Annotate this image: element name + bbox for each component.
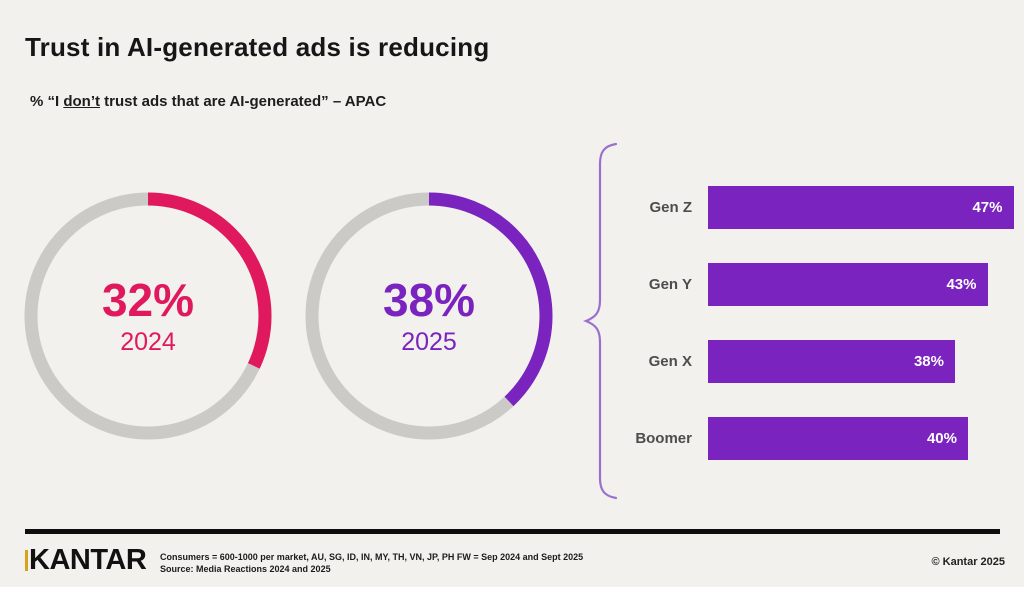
- curly-brace-icon: [583, 142, 618, 500]
- bar-gen-y: 43%: [708, 263, 988, 306]
- donut-2025-svg: [305, 192, 553, 440]
- bar-boomer: 40%: [708, 417, 968, 460]
- page-title: Trust in AI-generated ads is reducing: [25, 32, 490, 62]
- bar-row-boomer: Boomer 40%: [620, 417, 968, 460]
- chart-subtitle: % “I don’t trust ads that are AI-generat…: [30, 93, 386, 110]
- footnote: Consumers = 600-1000 per market, AU, SG,…: [160, 551, 583, 575]
- donut-2025-arc: [305, 192, 553, 440]
- kantar-logo-text: KANTAR: [29, 544, 147, 576]
- donut-2024-value: 32%: [101, 274, 195, 326]
- bar-row-gen-x: Gen X 38%: [620, 340, 955, 383]
- bar-value-boomer: 40%: [926, 430, 957, 447]
- bar-label-gen-y: Gen Y: [648, 276, 692, 293]
- footer-divider: [25, 529, 1000, 534]
- donut-chart-2025: 38% 2025: [304, 191, 554, 441]
- bar-row-gen-z: Gen Z 47%: [620, 186, 1014, 229]
- kantar-logo-gold-bar: [25, 550, 28, 571]
- donut-2025-value: 38%: [382, 274, 476, 326]
- bar-value-gen-x: 38%: [913, 353, 944, 370]
- donut-2025-center: 38% 2025: [304, 191, 554, 441]
- bar-label-gen-z: Gen Z: [649, 199, 692, 216]
- bar-value-gen-z: 47%: [972, 199, 1003, 216]
- donut-2024-svg: [24, 192, 272, 440]
- bar-label-boomer: Boomer: [635, 430, 692, 447]
- donut-chart-2024: 32% 2024: [23, 191, 273, 441]
- bar-value-gen-y: 43%: [946, 276, 977, 293]
- subtitle-underlined-word: don’t: [63, 93, 100, 110]
- donut-2024-arc: [24, 192, 272, 440]
- footnote-line-2: Source: Media Reactions 2024 and 2025: [160, 564, 331, 574]
- subtitle-suffix: trust ads that are AI-generated” – APAC: [100, 93, 387, 110]
- subtitle-prefix: % “I: [30, 93, 64, 110]
- bar-gen-x: 38%: [708, 340, 955, 383]
- kantar-logo: KANTAR: [25, 544, 147, 576]
- bar-label-gen-x: Gen X: [648, 353, 692, 370]
- copyright: © Kantar 2025: [931, 556, 1005, 568]
- donut-2024-label: 2024: [120, 328, 176, 356]
- footnote-line-1: Consumers = 600-1000 per market, AU, SG,…: [160, 552, 584, 562]
- donut-2025-label: 2025: [401, 328, 457, 356]
- bottom-strip: [0, 587, 1024, 593]
- bar-row-gen-y: Gen Y 43%: [620, 263, 988, 306]
- donut-2024-center: 32% 2024: [23, 191, 273, 441]
- bar-gen-z: 47%: [708, 186, 1014, 229]
